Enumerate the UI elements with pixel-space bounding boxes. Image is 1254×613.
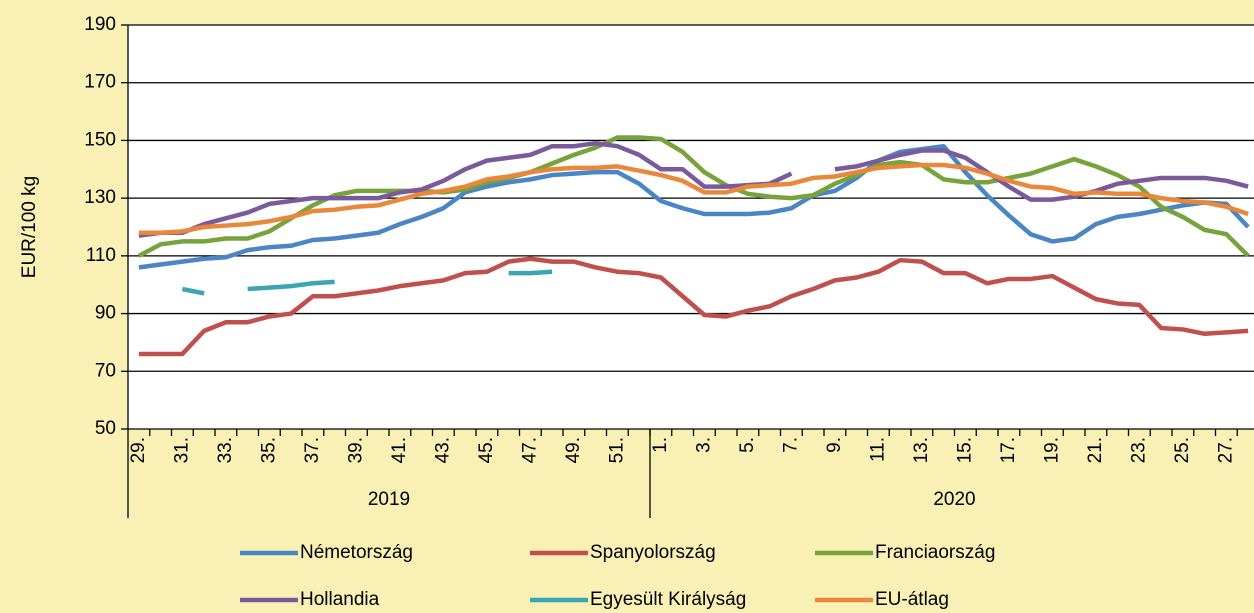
x-tick-label: 45. — [476, 437, 497, 463]
x-tick-label: 47. — [519, 437, 540, 463]
series-line — [181, 269, 553, 296]
series-line — [138, 162, 1249, 236]
y-tick-label: 190 — [84, 14, 116, 35]
series-line — [138, 143, 1250, 270]
y-tick-label: 170 — [84, 72, 116, 93]
x-tick-label: 29. — [128, 437, 149, 463]
x-tick-label: 11. — [867, 437, 888, 462]
legend-label: Spanyolország — [590, 542, 716, 563]
x-tick-label: 3. — [693, 437, 714, 453]
x-tick-label: 31. — [171, 437, 192, 463]
series-line — [138, 141, 1249, 238]
x-tick-label: 49. — [563, 437, 584, 463]
x-tick-label: 7. — [780, 437, 801, 453]
legend-label: Hollandia — [300, 589, 380, 610]
series-line — [138, 256, 1249, 357]
x-tick-label: 23. — [1128, 437, 1149, 463]
x-tick-label: 5. — [737, 437, 758, 453]
group-label: 2020 — [933, 489, 975, 510]
y-tick-label: 50 — [95, 418, 116, 439]
x-tick-label: 35. — [258, 437, 279, 463]
y-tick-label: 110 — [86, 245, 116, 266]
x-tick-label: 15. — [954, 437, 975, 463]
x-tick-label: 39. — [345, 437, 366, 463]
plot-area — [128, 25, 1254, 429]
x-tick-label: 19. — [1041, 437, 1062, 463]
legend-label: Franciaország — [875, 542, 995, 563]
legend-label: Egyesült Királyság — [590, 589, 746, 610]
x-tick-label: 37. — [302, 437, 323, 463]
x-tick-label: 41. — [389, 437, 410, 463]
x-tick-label: 13. — [911, 437, 932, 463]
group-label: 2019 — [368, 489, 410, 510]
x-tick-label: 21. — [1085, 437, 1106, 463]
x-tick-label: 25. — [1172, 437, 1193, 463]
x-tick-label: 27. — [1215, 437, 1236, 463]
x-tick-label: 43. — [432, 437, 453, 463]
y-axis-label: EUR/100 kg — [19, 176, 40, 278]
y-tick-label: 130 — [84, 187, 116, 208]
y-tick-label: 150 — [84, 129, 116, 150]
legend-label: Németország — [300, 542, 413, 563]
x-tick-label: 51. — [606, 437, 627, 463]
y-tick-label: 90 — [95, 303, 116, 324]
x-tick-label: 1. — [650, 437, 671, 453]
legend-label: EU-átlag — [875, 589, 949, 610]
x-tick-label: 9. — [824, 437, 845, 453]
x-tick-label: 33. — [215, 437, 236, 463]
x-tick-label: 17. — [998, 437, 1019, 463]
y-tick-label: 70 — [95, 360, 116, 381]
